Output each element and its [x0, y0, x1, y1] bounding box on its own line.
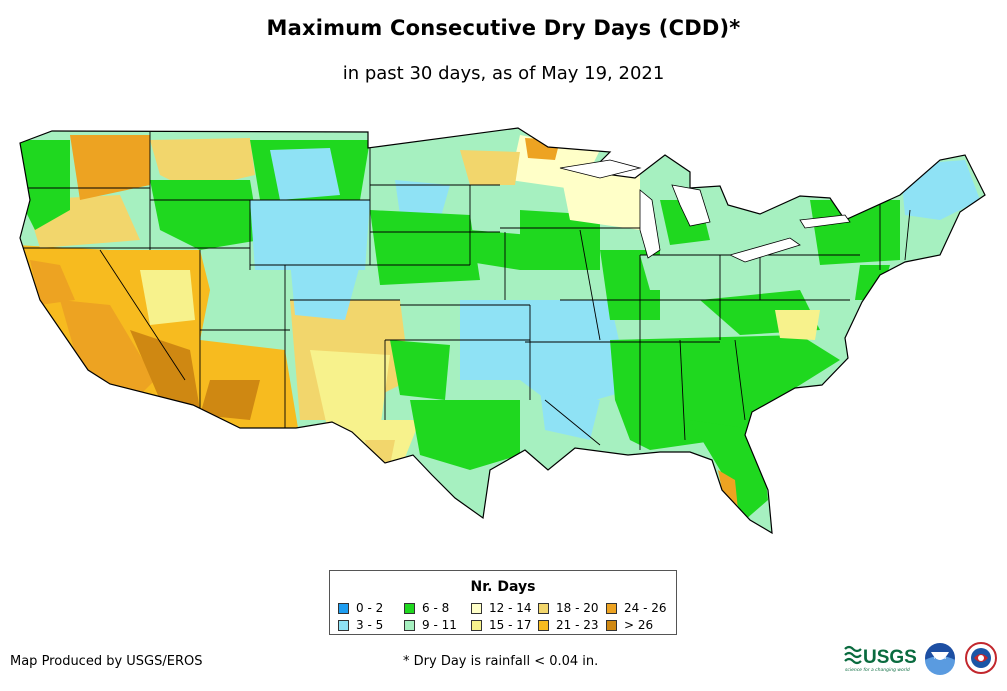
noaa-logo: noaa	[925, 643, 955, 675]
legend-item-21-23: 21 - 23	[538, 618, 599, 632]
svg-text:USGS: USGS	[863, 647, 917, 668]
map-title: Maximum Consecutive Dry Days (CDD)*	[266, 16, 741, 40]
legend-swatch	[404, 602, 415, 614]
legend-item-12-14: 12 - 14	[471, 601, 532, 615]
legend-label: 21 - 23	[556, 618, 599, 632]
footnote-text: * Dry Day is rainfall < 0.04 in.	[403, 654, 599, 669]
lake-superior	[559, 159, 642, 179]
legend-label: > 26	[624, 618, 654, 632]
legend-label: 24 - 26	[624, 601, 667, 615]
legend-label: 0 - 2	[356, 601, 384, 615]
legend-item-9-11: 9 - 11	[404, 618, 457, 632]
legend-item-6-8: 6 - 8	[404, 601, 449, 615]
cdd-map	[19, 127, 986, 535]
legend-label: 9 - 11	[422, 618, 457, 632]
svg-text:noaa: noaa	[934, 655, 946, 661]
svg-text:science for a changing world: science for a changing world	[845, 667, 910, 673]
legend-label: 18 - 20	[556, 601, 599, 615]
legend-swatch	[338, 619, 349, 631]
legend-item-24-26: 24 - 26	[606, 601, 667, 615]
map-subtitle: in past 30 days, as of May 19, 2021	[342, 63, 665, 84]
nws-logo	[965, 642, 997, 674]
legend-item-18-20: 18 - 20	[538, 601, 599, 615]
credit-text: Map Produced by USGS/EROS	[10, 654, 203, 669]
agency-logos: USGS science for a changing world noaa	[844, 642, 997, 675]
legend-item-0-2: 0 - 2	[338, 601, 383, 615]
legend-item-15-17: 15 - 17	[471, 618, 532, 632]
legend-label: 6 - 8	[422, 601, 450, 615]
legend-swatch	[404, 619, 415, 631]
legend-swatch	[606, 602, 617, 614]
legend-item-3-5: 3 - 5	[338, 618, 383, 632]
legend-swatch	[606, 619, 617, 631]
legend: Nr. Days 0 - 2 3 - 5 6 - 8 9 - 11 12 - 1…	[329, 570, 677, 635]
legend-swatch	[538, 619, 549, 631]
lake-huron	[671, 184, 711, 227]
usgs-logo: USGS science for a changing world	[844, 645, 917, 673]
legend-swatch	[471, 602, 482, 614]
legend-item-gt-26: > 26	[606, 618, 653, 632]
lake-ontario	[799, 214, 851, 229]
legend-label: 12 - 14	[489, 601, 532, 615]
legend-swatch	[538, 602, 549, 614]
legend-label: 15 - 17	[489, 618, 532, 632]
lake-michigan	[639, 189, 661, 259]
lake-erie	[728, 237, 801, 263]
legend-title: Nr. Days	[470, 579, 536, 595]
legend-swatch	[471, 619, 482, 631]
legend-swatch	[338, 602, 349, 614]
legend-label: 3 - 5	[356, 618, 384, 632]
